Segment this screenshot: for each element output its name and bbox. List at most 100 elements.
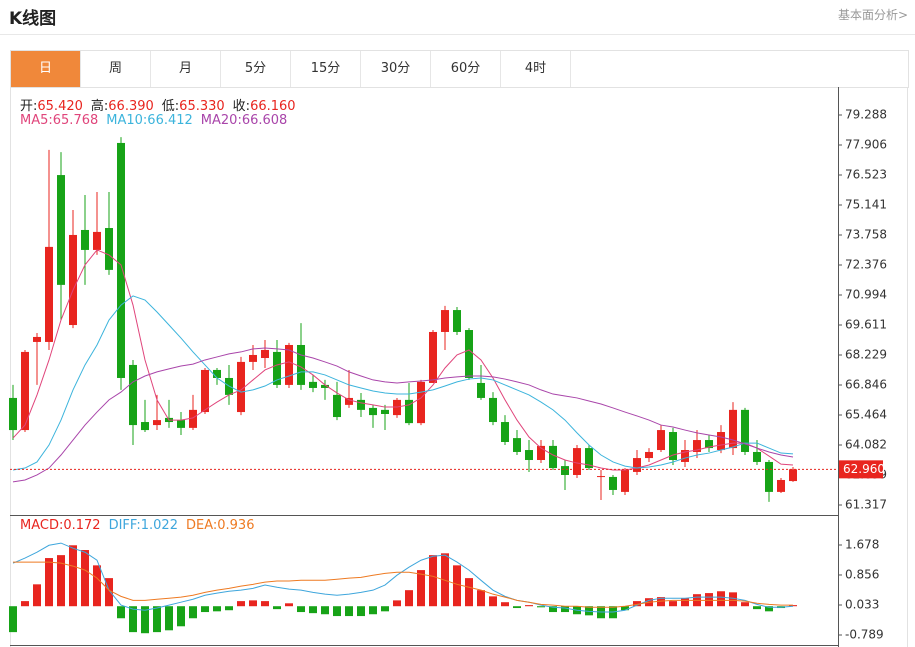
candle-body bbox=[129, 364, 137, 426]
period-tab[interactable]: 周 bbox=[81, 51, 151, 87]
legend-label: MA20: bbox=[200, 113, 242, 128]
y-tick-label: 65.464 bbox=[845, 407, 887, 421]
legend-item: DEA:0.936 bbox=[186, 518, 255, 533]
candle-body bbox=[741, 409, 749, 452]
macd-bar bbox=[189, 606, 197, 619]
macd-bar bbox=[477, 590, 485, 607]
ma-line bbox=[12, 295, 794, 471]
candle-body bbox=[381, 409, 389, 415]
candle-body bbox=[573, 448, 581, 475]
macd-bar bbox=[753, 606, 761, 610]
candle-body bbox=[117, 142, 125, 378]
candle-body bbox=[693, 440, 701, 452]
legend-item: MA5:65.768 bbox=[20, 113, 98, 128]
candle-body bbox=[429, 331, 437, 383]
candle-body bbox=[561, 466, 569, 475]
macd-bar bbox=[549, 606, 557, 613]
y-tick-label: 0.856 bbox=[845, 567, 879, 581]
period-tab[interactable]: 30分 bbox=[361, 51, 431, 87]
candle-body bbox=[177, 420, 185, 428]
macd-bar bbox=[393, 600, 401, 607]
legend-item: MA20:66.608 bbox=[201, 113, 288, 128]
candle-body bbox=[45, 246, 53, 342]
candle-body bbox=[465, 330, 473, 378]
ohlc-value: 66.160 bbox=[250, 99, 296, 114]
candle-body bbox=[717, 432, 725, 451]
macd-bar bbox=[297, 606, 305, 613]
macd-bar bbox=[249, 600, 257, 607]
candle-body bbox=[525, 450, 533, 461]
ohlc-info: 开:65.420 高:66.390 低:65.330 收:66.160 bbox=[20, 95, 296, 114]
candle-body bbox=[69, 234, 77, 326]
macd-bar bbox=[537, 606, 545, 608]
y-tick-label: 76.523 bbox=[845, 168, 887, 182]
macd-bar bbox=[165, 606, 173, 631]
macd-bar bbox=[321, 606, 329, 615]
period-tab[interactable]: 60分 bbox=[431, 51, 501, 87]
candle-body bbox=[609, 476, 617, 490]
ohlc-value: 65.330 bbox=[179, 99, 225, 114]
macd-bar bbox=[729, 592, 737, 607]
period-tab[interactable]: 月 bbox=[151, 51, 221, 87]
ohlc-label: 开: bbox=[20, 99, 38, 114]
candle-body bbox=[753, 451, 761, 462]
y-tick-label: 61.317 bbox=[845, 497, 887, 511]
macd-bar bbox=[237, 601, 245, 607]
legend-label: MA10: bbox=[106, 113, 148, 128]
candle-body bbox=[21, 351, 29, 431]
legend-value: 1.022 bbox=[140, 518, 178, 533]
candle-body bbox=[285, 344, 293, 385]
period-tab[interactable]: 15分 bbox=[291, 51, 361, 87]
macd-bar bbox=[717, 591, 725, 607]
candle-body bbox=[417, 381, 425, 424]
legend-label: MA5: bbox=[20, 113, 53, 128]
macd-bar bbox=[417, 570, 425, 607]
legend-item: MACD:0.172 bbox=[20, 518, 101, 533]
period-tab[interactable]: 4时 bbox=[501, 51, 571, 87]
macd-bar bbox=[405, 590, 413, 607]
candle-body bbox=[201, 369, 209, 413]
legend-label: DIFF: bbox=[108, 518, 141, 533]
candle-body bbox=[357, 399, 365, 410]
candle-body bbox=[705, 440, 713, 449]
candle-body bbox=[189, 409, 197, 428]
ohlc-value: 66.390 bbox=[108, 99, 154, 114]
ohlc-item: 收:66.160 bbox=[233, 95, 296, 114]
macd-bar bbox=[33, 584, 41, 607]
candle-body bbox=[513, 438, 521, 452]
y-tick-label: -0.789 bbox=[845, 628, 884, 642]
macd-bar bbox=[57, 555, 65, 607]
macd-bar bbox=[141, 606, 149, 634]
macd-bar bbox=[465, 578, 473, 607]
period-tab[interactable]: 日 bbox=[11, 51, 81, 87]
macd-bar bbox=[177, 606, 185, 627]
candle-body bbox=[105, 228, 113, 270]
candle-body bbox=[309, 381, 317, 388]
legend-value: 0.172 bbox=[63, 518, 101, 533]
period-tab[interactable]: 5分 bbox=[221, 51, 291, 87]
legend-item: DIFF:1.022 bbox=[109, 518, 178, 533]
macd-bar bbox=[429, 555, 437, 607]
legend-value: 0.936 bbox=[217, 518, 255, 533]
y-tick-label: 0.033 bbox=[845, 598, 879, 612]
macd-bar bbox=[9, 606, 17, 633]
y-tick-label: 72.376 bbox=[845, 257, 887, 271]
macd-bar bbox=[45, 558, 53, 607]
macd-bar bbox=[369, 606, 377, 615]
candle-body bbox=[81, 229, 89, 250]
macd-bar bbox=[561, 606, 569, 613]
ohlc-label: 收: bbox=[232, 99, 251, 114]
fundamental-link[interactable]: 基本面分析> bbox=[837, 8, 908, 22]
candle-body bbox=[369, 407, 377, 416]
candle-body bbox=[321, 384, 329, 388]
macd-bar bbox=[69, 545, 77, 607]
ohlc-item: 高:66.390 bbox=[91, 95, 154, 114]
candle-body bbox=[153, 420, 161, 426]
macd-bar bbox=[273, 606, 281, 610]
candle-body bbox=[645, 451, 653, 459]
y-tick-label: 77.906 bbox=[845, 137, 887, 151]
macd-bar bbox=[81, 550, 89, 607]
candle-body bbox=[273, 351, 281, 385]
macd-bar bbox=[441, 553, 449, 607]
